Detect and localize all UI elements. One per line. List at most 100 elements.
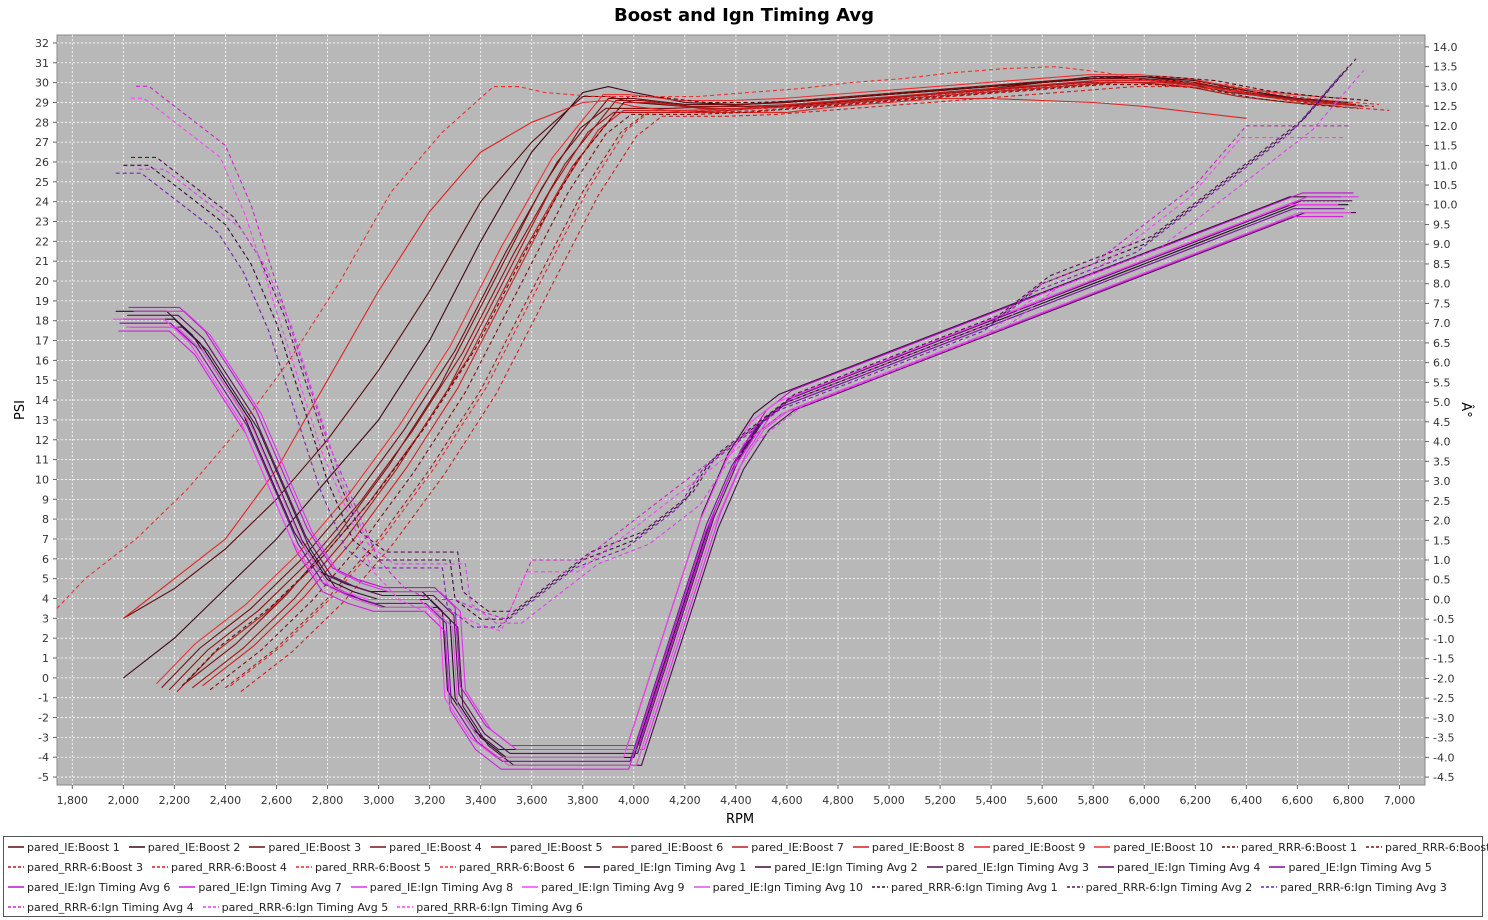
y2-tick-label: -2.5 [1433, 692, 1454, 705]
series-line [181, 76, 1369, 687]
y2-tick-label: 12.0 [1433, 120, 1458, 133]
legend-swatch [202, 906, 219, 908]
legend-swatch [611, 846, 628, 848]
y-tick-label: 7 [42, 533, 49, 546]
x-tick-label: 4,400 [720, 794, 752, 807]
legend-label: pared_IE:Ign Timing Avg 10 [712, 880, 863, 894]
legend-label: pared_RRR-6:Ign Timing Avg 3 [1280, 880, 1447, 894]
series-line [113, 204, 1339, 758]
y2-tick-label: -4.0 [1433, 751, 1454, 764]
y-tick-label: 2 [42, 632, 49, 645]
legend-swatch [1222, 846, 1239, 848]
legend-item: pared_IE:Ign Timing Avg 3 [926, 860, 1090, 874]
series-line [127, 200, 1353, 754]
legend: pared_IE:Boost 1 pared_IE:Boost 2 pared_IE… [3, 836, 1488, 917]
x-tick-label: 6,000 [1129, 794, 1161, 807]
y-tick-label: 6 [42, 553, 49, 566]
legend-item: pared_RRR-6:Boost 5 [295, 861, 431, 874]
y-tick-label: 11 [35, 454, 49, 467]
y2-tick-label: 10.5 [1433, 179, 1458, 192]
x-tick-label: 4,000 [618, 794, 650, 807]
y-tick-label: 18 [35, 315, 49, 328]
y2-tick-label: 8.5 [1433, 258, 1451, 271]
legend-item: pared_IE:Ign Timing Avg 1 [583, 861, 746, 874]
legend-swatch [249, 846, 266, 848]
legend-item: pared_RRR-6:Boost 3 [8, 861, 143, 874]
legend-label: pared_IE:Boost 6 [630, 840, 724, 854]
y2-tick-label: -3.5 [1433, 732, 1454, 745]
y-tick-label: 29 [35, 96, 49, 109]
y-tick-label: 15 [35, 374, 49, 387]
legend-swatch [8, 906, 24, 908]
legend-item: pared_IE:Ign Timing Avg 10 [693, 880, 863, 894]
plot-area [56, 34, 1426, 786]
x-tick-label: 3,000 [363, 794, 395, 807]
legend-item: pared_IE:Boost 10 [1094, 841, 1213, 854]
legend-swatch [8, 866, 24, 868]
x-tick-label: 4,200 [669, 794, 701, 807]
series-line [115, 74, 1342, 628]
series-line [131, 97, 1344, 632]
x-tick-label: 7,000 [1384, 794, 1416, 807]
y2-tick-label: -2.0 [1433, 672, 1454, 685]
y-tick-label: 19 [35, 295, 49, 308]
x-tick-label: 6,800 [1333, 794, 1365, 807]
chart-title: Boost and Ign Timing Avg [614, 5, 874, 26]
series-line [202, 80, 1352, 687]
y-tick-label: -1 [38, 692, 49, 705]
legend-item: pared_RRR-6:Ign Timing Avg 3 [1261, 881, 1447, 894]
legend-swatch [151, 866, 168, 868]
legend-item: pared_RRR-6:Ign Timing Avg 6 [397, 901, 583, 914]
legend-row: pared_RRR-6:Boost 3 pared_RRR-6:Boost 4 pa… [8, 857, 1441, 877]
legend-label: pared_RRR-6:Boost 6 [458, 860, 575, 874]
y2-tick-label: 1.5 [1433, 534, 1451, 547]
x-axis-label: RPM [726, 812, 754, 827]
series-line [125, 212, 1351, 766]
series-line [225, 82, 1375, 689]
legend-row: pared_IE:Boost 1 pared_IE:Boost 2 pared_IE… [8, 837, 1488, 857]
x-tick-label: 3,200 [414, 794, 446, 807]
y2-tick-label: 2.0 [1433, 515, 1451, 528]
legend-swatch [973, 846, 990, 848]
y2-tick-label: -1.5 [1433, 653, 1454, 666]
y-tick-label: 3 [42, 612, 49, 625]
legend-swatch [1269, 866, 1286, 868]
legend-label: pared_IE:Boost 3 [268, 840, 362, 854]
legend-swatch [522, 886, 539, 888]
y-tick-label: -3 [38, 731, 49, 744]
y-axis-left: -5-4-3-2-1012345678910111213141516171819… [35, 37, 57, 784]
y-tick-label: 12 [35, 434, 49, 447]
y-tick-label: 32 [35, 37, 49, 50]
x-tick-label: 1,800 [57, 794, 89, 807]
legend-swatch [926, 866, 943, 868]
y-tick-label: 16 [35, 354, 49, 367]
series-line [156, 74, 1344, 685]
y-tick-label: 28 [35, 116, 49, 129]
y2-axis-label: Â° [1458, 402, 1474, 417]
x-tick-label: 4,600 [771, 794, 803, 807]
x-tick-label: 3,800 [567, 794, 599, 807]
y2-tick-label: 1.0 [1433, 554, 1451, 567]
x-tick-label: 2,800 [312, 794, 344, 807]
x-axis: 1,800 2,000 2,200 2,400 2,600 2,800 3,000 3,200… [57, 785, 1416, 807]
y-tick-label: 1 [42, 652, 49, 665]
legend-item: pared_IE:Boost 1 [8, 841, 120, 854]
legend-swatch [1094, 846, 1111, 848]
y-tick-label: 25 [35, 176, 49, 189]
legend-item: pared_IE:Boost 2 [128, 841, 240, 854]
y2-tick-label: 7.0 [1433, 317, 1451, 330]
y2-tick-label: 14.0 [1433, 41, 1458, 54]
legend-label: pared_RRR-6:Boost 1 [1241, 840, 1357, 854]
legend-label: pared_IE:Boost 4 [389, 840, 482, 854]
y2-tick-label: 0.5 [1433, 574, 1451, 587]
legend-swatch [732, 846, 749, 848]
legend-label: pared_IE:Ign Timing Avg 6 [27, 880, 171, 894]
series-line [131, 58, 1357, 612]
y-tick-label: 0 [42, 672, 49, 685]
legend-label: pared_IE:Ign Timing Avg 3 [945, 860, 1090, 874]
legend-label: pared_IE:Ign Timing Avg 4 [1117, 860, 1261, 874]
y2-tick-label: 3.0 [1433, 475, 1451, 488]
y2-tick-label: 6.5 [1433, 337, 1451, 350]
y-tick-label: 21 [35, 255, 49, 268]
legend-item: pared_RRR-6:Boost 6 [439, 860, 575, 874]
